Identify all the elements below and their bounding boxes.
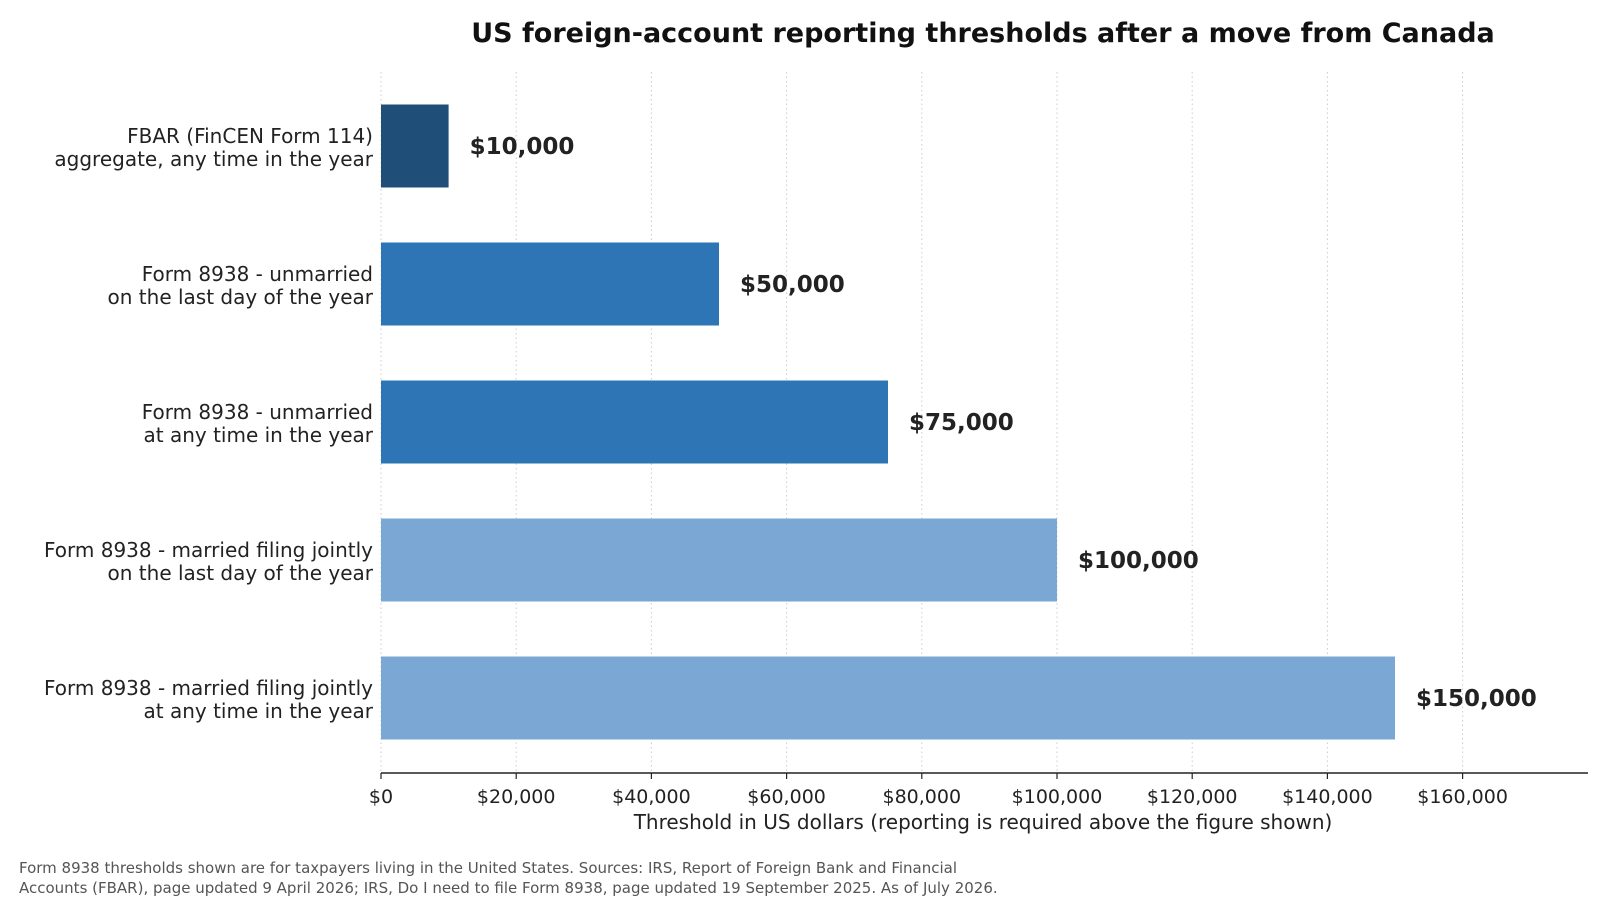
bar xyxy=(381,656,1395,740)
x-tick-label: $40,000 xyxy=(612,786,691,808)
category-label: aggregate, any time in the year xyxy=(54,147,373,171)
category-label: on the last day of the year xyxy=(108,285,374,309)
category-label: Form 8938 - married filing jointly xyxy=(44,538,373,562)
x-tick-label: $0 xyxy=(369,786,393,808)
category-labels: FBAR (FinCEN Form 114)aggregate, any tim… xyxy=(44,124,374,723)
x-tick-label: $160,000 xyxy=(1417,786,1508,808)
category-label: FBAR (FinCEN Form 114) xyxy=(127,124,373,148)
x-axis: $0 $20,000 $40,000 $60,000 $80,000 $100,000 $1… xyxy=(369,772,1588,808)
category-label: on the last day of the year xyxy=(108,561,374,585)
category-label: Form 8938 - unmarried xyxy=(142,400,373,424)
bar xyxy=(381,380,888,464)
x-tick-label: $60,000 xyxy=(747,786,826,808)
chart-title: US foreign-account reporting thresholds … xyxy=(471,18,1495,49)
x-tick-label: $140,000 xyxy=(1282,786,1373,808)
x-tick-label: $20,000 xyxy=(477,786,556,808)
value-label: $100,000 xyxy=(1078,548,1199,574)
category-label: Form 8938 - married filing jointly xyxy=(44,676,373,700)
value-label: $75,000 xyxy=(909,410,1014,436)
x-axis-label: Threshold in US dollars (reporting is re… xyxy=(633,810,1333,834)
value-label: $150,000 xyxy=(1416,686,1537,712)
value-label: $10,000 xyxy=(470,134,575,160)
category-label: Form 8938 - unmarried xyxy=(142,262,373,286)
x-tick-label: $80,000 xyxy=(883,786,962,808)
value-label: $50,000 xyxy=(740,272,845,298)
bar xyxy=(381,104,449,188)
bar xyxy=(381,518,1057,602)
category-label: at any time in the year xyxy=(143,699,373,723)
bars: $10,000 $50,000 $75,000 $100,000 $150,000 xyxy=(381,104,1537,740)
footnote-line-2: Accounts (FBAR), page updated 9 April 20… xyxy=(19,879,998,897)
bar xyxy=(381,242,719,326)
footnote-line-1: Form 8938 thresholds shown are for taxpa… xyxy=(19,859,958,877)
category-label: at any time in the year xyxy=(143,423,373,447)
source-footnote: Form 8938 thresholds shown are for taxpa… xyxy=(19,858,1119,898)
x-tick-label: $120,000 xyxy=(1147,786,1238,808)
x-tick-label: $100,000 xyxy=(1012,786,1103,808)
